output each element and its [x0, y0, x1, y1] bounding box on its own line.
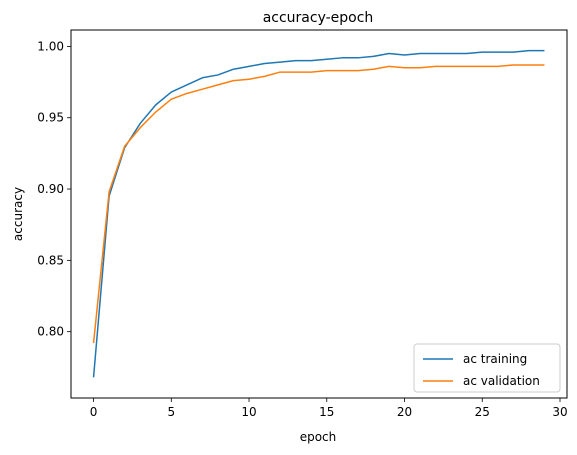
- series-line-ac-validation: [92, 64, 545, 344]
- chart-title: accuracy-epoch: [263, 10, 374, 26]
- y-tick-label: 0.85: [37, 253, 64, 267]
- y-axis-label: accuracy: [11, 187, 25, 241]
- x-axis: 0 5 10 15 20 25 30: [90, 398, 568, 419]
- x-tick-label: 5: [167, 405, 175, 419]
- x-tick-label: 25: [475, 405, 490, 419]
- legend: ac training ac validation: [413, 343, 561, 393]
- y-axis: 0.80 0.85 0.90 0.95 1.00: [37, 39, 71, 339]
- legend-label: ac validation: [463, 374, 540, 388]
- x-tick-label: 15: [319, 405, 334, 419]
- x-tick-label: 20: [397, 405, 412, 419]
- y-tick-label: 0.90: [37, 182, 64, 196]
- plot-frame: [70, 29, 568, 399]
- x-axis-label: epoch: [300, 430, 337, 444]
- x-tick-label: 30: [552, 405, 567, 419]
- y-tick-label: 0.80: [37, 325, 64, 339]
- series-line-ac-training: [92, 49, 545, 378]
- x-tick-label: 0: [90, 405, 98, 419]
- legend-box: [413, 343, 561, 393]
- y-tick-label: 1.00: [37, 39, 64, 53]
- legend-label: ac training: [463, 352, 527, 366]
- x-tick-label: 10: [241, 405, 256, 419]
- y-tick-label: 0.95: [37, 111, 64, 125]
- plot-area: [92, 49, 545, 378]
